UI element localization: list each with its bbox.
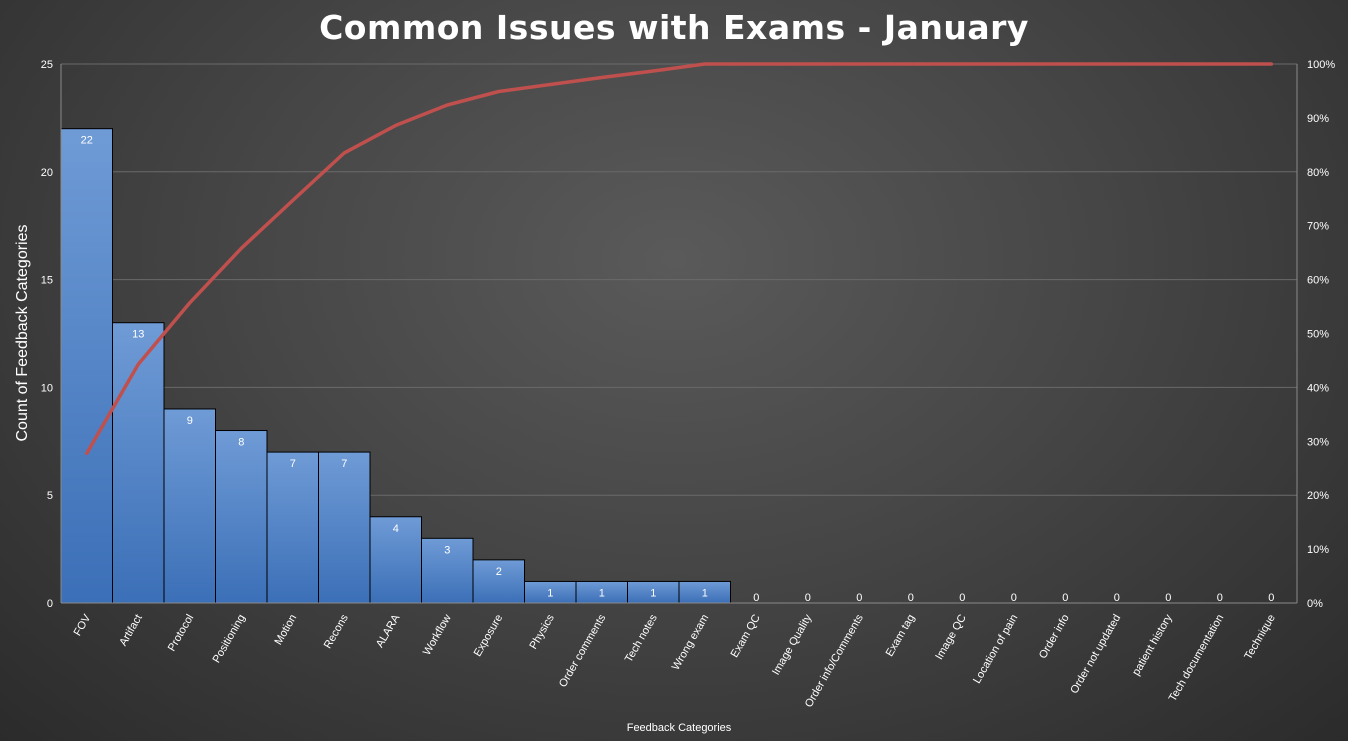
data-label: 7	[290, 458, 296, 470]
y2-tick-label: 70%	[1307, 221, 1329, 233]
x-tick-label: Tech documentation	[1167, 613, 1227, 704]
data-label: 0	[908, 592, 914, 604]
y2-tick-label: 50%	[1307, 329, 1329, 341]
x-tick-label: Tech notes	[623, 612, 660, 665]
bar	[215, 430, 268, 604]
data-label: 7	[341, 458, 347, 470]
y2-tick-label: 10%	[1307, 544, 1329, 556]
data-label: 0	[856, 592, 862, 604]
y2-tick-label: 20%	[1307, 490, 1329, 502]
data-label: 0	[1062, 592, 1068, 604]
axes: 05101520250%10%20%30%40%50%60%70%80%90%1…	[41, 59, 1336, 710]
x-tick-label: Order info	[1037, 613, 1072, 661]
y-tick-label: 10	[41, 382, 53, 394]
y-tick-label: 15	[41, 275, 53, 287]
bar	[421, 537, 474, 604]
data-label: 13	[132, 329, 144, 341]
cumulative-line	[85, 62, 1274, 455]
data-label: 1	[702, 587, 708, 599]
data-label: 1	[599, 587, 605, 599]
data-label: 0	[1268, 592, 1274, 604]
bar	[318, 451, 371, 604]
x-tick-label: patient history	[1130, 612, 1175, 678]
x-tick-label: Technique	[1242, 613, 1277, 662]
data-label: 0	[805, 592, 811, 604]
x-tick-label: Order not updated	[1068, 613, 1123, 696]
x-tick-label: Order comments	[557, 612, 609, 689]
x-tick-label: Positioning	[211, 613, 248, 666]
y-tick-label: 5	[47, 490, 53, 502]
bar	[60, 128, 113, 604]
data-label: 1	[650, 587, 656, 599]
cumulative-percentage-line	[85, 62, 1274, 455]
x-tick-label: FOV	[72, 612, 94, 638]
x-tick-label: Workflow	[421, 612, 454, 657]
data-label: 0	[1217, 592, 1223, 604]
data-label: 2	[496, 566, 502, 578]
y2-tick-label: 0%	[1307, 598, 1323, 610]
bar	[369, 516, 422, 604]
y2-tick-label: 40%	[1307, 382, 1329, 394]
x-tick-label: Protocol	[166, 613, 197, 654]
y2-tick-label: 30%	[1307, 436, 1329, 448]
y2-tick-label: 90%	[1307, 113, 1329, 125]
y2-tick-label: 100%	[1307, 59, 1335, 71]
bar	[266, 451, 319, 604]
data-label: 1	[547, 587, 553, 599]
bars	[60, 128, 731, 604]
x-tick-label: Exam tag	[884, 613, 918, 659]
x-tick-label: Exposure	[472, 613, 506, 659]
data-label: 0	[1165, 592, 1171, 604]
data-label: 9	[187, 415, 193, 427]
data-label: 0	[753, 592, 759, 604]
chart-title: Common Issues with Exams - January	[319, 8, 1029, 47]
y-axis-title: Count of Feedback Categories	[14, 224, 31, 442]
x-tick-label: Location of pain	[971, 613, 1020, 686]
data-label: 4	[393, 523, 399, 535]
bar	[163, 408, 216, 604]
x-tick-label: Recons	[322, 612, 351, 651]
data-labels: 22 13 9 8 7 7 4 3 2 1 1 1 1 0 0 0 0 0 0 0 0 0 0 0	[81, 135, 1275, 604]
data-label: 8	[238, 437, 244, 449]
y-tick-label: 20	[41, 167, 53, 179]
y2-tick-label: 80%	[1307, 167, 1329, 179]
y-tick-label: 0	[47, 598, 53, 610]
y2-tick-label: 60%	[1307, 275, 1329, 287]
x-tick-label: Physics	[528, 612, 558, 651]
data-label: 0	[1011, 592, 1017, 604]
x-tick-label: Wrong exam	[670, 613, 711, 673]
x-tick-label: Image Quality	[770, 612, 815, 677]
x-tick-label: ALARA	[374, 612, 403, 650]
data-label: 0	[959, 592, 965, 604]
x-tick-label: Artifact	[117, 613, 145, 649]
bar	[112, 322, 165, 604]
data-label: 22	[81, 135, 93, 147]
x-tick-label: Motion	[272, 613, 299, 648]
y-tick-label: 25	[41, 59, 53, 71]
data-label: 0	[1114, 592, 1120, 604]
x-tick-label: Order info/Comments	[803, 612, 866, 709]
x-axis-title: Feedback Categories	[626, 722, 732, 734]
data-label: 3	[444, 544, 450, 556]
x-tick-label: Image QC	[933, 612, 968, 661]
x-tick-label: Exam QC	[729, 612, 763, 659]
